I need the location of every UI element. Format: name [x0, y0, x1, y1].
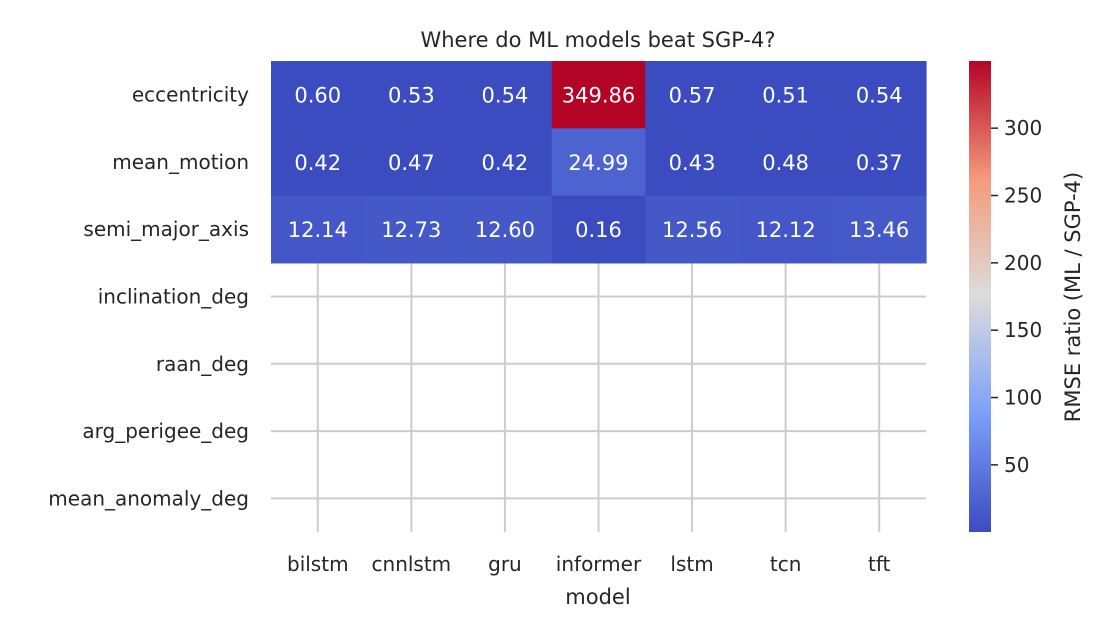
heatmap-cell — [551, 195, 646, 264]
heatmap-cell — [551, 61, 646, 129]
cell-value-label: 0.57 — [669, 84, 716, 108]
cell-value-label: 0.47 — [388, 151, 435, 175]
heatmap-cell — [364, 128, 459, 197]
cell-value-label: 0.16 — [575, 218, 622, 242]
cell-value-labels: 0.60 0.53 0.54 349.86 0.57 0.51 0.54 0.42 0.47 0.… — [288, 84, 910, 243]
cell-value-label: 24.99 — [568, 151, 628, 175]
colorbar-tick-label: 100 — [1004, 386, 1042, 410]
heatmap-cell — [458, 61, 553, 129]
cell-value-label: 0.42 — [482, 151, 529, 175]
cell-value-label: 0.42 — [294, 151, 341, 175]
cell-value-label: 0.54 — [482, 84, 529, 108]
heatmap-cell — [271, 61, 366, 129]
y-tick-labels: eccentricity mean_motion semi_major_axisin… — [48, 83, 249, 511]
y-tick-label: arg_perigee_deg — [82, 419, 249, 443]
y-tick-label: mean_motion — [112, 150, 249, 174]
cell-value-label: 0.60 — [294, 84, 341, 108]
cell-value-label: 0.48 — [762, 151, 809, 175]
y-tick-label: raan_deg — [156, 352, 249, 376]
colorbar-tick-label: 250 — [1004, 183, 1042, 207]
x-axis-label: model — [565, 585, 630, 609]
y-tick-label: inclination_deg — [98, 285, 249, 309]
heatmap-cell — [738, 195, 834, 264]
cell-value-label: 13.46 — [849, 218, 909, 242]
x-tick-label: lstm — [670, 552, 713, 576]
y-tick-label: mean_anomaly_deg — [48, 486, 249, 510]
heatmap-cell — [738, 61, 834, 129]
heatmap-cells — [271, 61, 927, 264]
x-tick-label: tcn — [770, 552, 802, 576]
heatmap-cell — [364, 61, 459, 129]
cell-value-label: 12.73 — [381, 218, 441, 242]
colorbar-tick-label: 300 — [1004, 116, 1042, 140]
chart-title: Where do ML models beat SGP-4? — [420, 28, 775, 52]
colorbar-tick-label: 150 — [1004, 318, 1042, 342]
x-tick-labels: bilstm cnnlstm gru informer lstm tcn tft — [287, 552, 891, 576]
colorbar-label: RMSE ratio (ML / SGP-4) — [1061, 172, 1085, 422]
y-tick-label: eccentricity — [132, 83, 249, 107]
heatmap-cell — [458, 128, 553, 197]
heatmap-cell — [271, 128, 366, 197]
x-tick-label: bilstm — [287, 552, 349, 576]
cell-value-label: 12.60 — [475, 218, 535, 242]
heatmap-cell — [738, 128, 834, 197]
heatmap-cell — [832, 195, 927, 264]
x-tick-label: informer — [556, 552, 642, 576]
cell-value-label: 0.37 — [856, 151, 903, 175]
cell-value-label: 0.43 — [669, 151, 716, 175]
cell-value-label: 12.56 — [662, 218, 722, 242]
heatmap-cell — [458, 195, 553, 264]
cell-value-label: 12.12 — [756, 218, 816, 242]
y-tick-label: semi_major_axis — [83, 217, 249, 241]
colorbar-ticks: 50 100 150 200 250 300 — [991, 116, 1042, 477]
x-tick-label: tft — [868, 552, 891, 576]
x-tick-label: cnnlstm — [372, 552, 452, 576]
heatmap-cell — [645, 195, 740, 264]
heatmap-cell — [645, 128, 740, 197]
heatmap-cell — [645, 61, 740, 129]
colorbar — [969, 61, 991, 532]
colorbar-tick-label: 200 — [1004, 251, 1042, 275]
cell-value-label: 12.14 — [288, 218, 348, 242]
cell-value-label: 0.54 — [856, 84, 903, 108]
x-tick-label: gru — [488, 552, 522, 576]
heatmap-cell — [551, 128, 646, 197]
heatmap-cell — [832, 61, 927, 129]
colorbar-tick-label: 50 — [1004, 453, 1029, 477]
heatmap-cell — [271, 195, 366, 264]
cell-value-label: 349.86 — [562, 84, 635, 108]
heatmap-cell — [832, 128, 927, 197]
cell-value-label: 0.51 — [762, 84, 809, 108]
cell-value-label: 0.53 — [388, 84, 435, 108]
heatmap-cell — [364, 195, 459, 264]
